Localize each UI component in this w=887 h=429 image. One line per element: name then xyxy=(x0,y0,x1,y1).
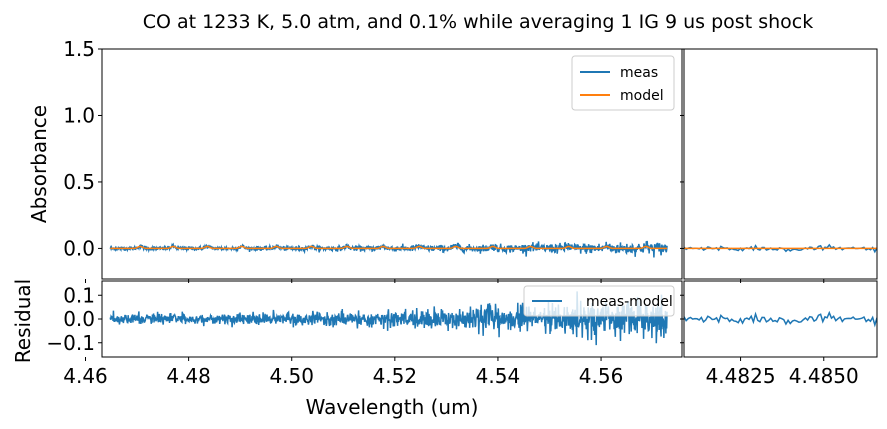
series-meas-line xyxy=(109,240,668,258)
res-xtick-5-label: 4.56 xyxy=(579,364,624,388)
res-xtick-0-label: 4.46 xyxy=(63,364,108,388)
y-axis-label-residual: Residual xyxy=(11,279,35,363)
residual-legend: meas-model xyxy=(523,285,675,317)
zoom-residual-panel: 4.4825 4.4850 xyxy=(680,280,878,388)
zoom-res-xtick-0-label: 4.4825 xyxy=(706,364,776,388)
main-axes-frame xyxy=(101,48,683,280)
y-axis-label-absorbance: Absorbance xyxy=(27,105,51,223)
res-xtick-1-label: 4.48 xyxy=(166,364,211,388)
main-ytick-3-label: 0.0 xyxy=(63,236,95,260)
main-ytick-0-label: 1.5 xyxy=(63,37,95,61)
res-ytick-1-label: 0.0 xyxy=(63,307,95,331)
absorbance-panel: 1.5 1.0 0.5 0.0 meas model xyxy=(63,37,683,283)
legend-label-meas-model: meas-model xyxy=(586,294,673,310)
series-model-line xyxy=(110,245,668,250)
main-legend-box xyxy=(571,55,675,111)
zoom-residual-line xyxy=(684,310,877,328)
main-ytick-2-label: 0.5 xyxy=(63,170,95,194)
zoom-panel xyxy=(680,48,878,283)
zoom-axes-frame xyxy=(683,48,878,280)
main-legend: meas model xyxy=(571,55,675,111)
res-xtick-4-label: 4.54 xyxy=(476,364,521,388)
res-xtick-3-label: 4.52 xyxy=(373,364,418,388)
main-ytick-1-label: 1.0 xyxy=(63,103,95,127)
legend-label-meas: meas xyxy=(620,65,658,81)
zoom-res-xtick-1-label: 4.4850 xyxy=(789,364,859,388)
res-xtick-2-label: 4.50 xyxy=(269,364,314,388)
res-ytick-0-label: 0.1 xyxy=(63,283,95,307)
res-ytick-2-label: −0.1 xyxy=(46,331,95,355)
legend-label-model: model xyxy=(620,88,664,104)
chart-title: CO at 1233 K, 5.0 atm, and 0.1% while av… xyxy=(143,11,813,33)
residual-legend-box xyxy=(523,285,675,317)
x-axis-label: Wavelength (um) xyxy=(306,395,479,419)
residual-panel: 0.10.0−0.1 4.46 4.48 4.50 4.52 4.54 4.56 meas-m… xyxy=(46,280,683,388)
